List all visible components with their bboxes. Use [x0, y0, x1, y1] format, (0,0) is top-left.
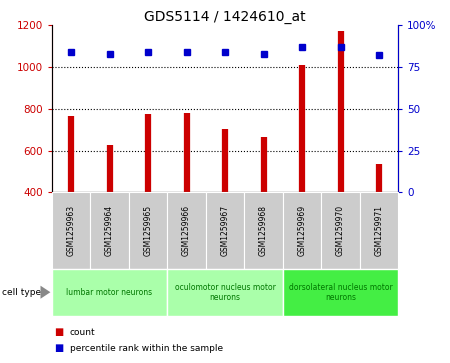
Text: lumbar motor neurons: lumbar motor neurons: [67, 288, 153, 297]
Text: ■: ■: [54, 343, 63, 354]
Text: dorsolateral nucleus motor
neurons: dorsolateral nucleus motor neurons: [288, 282, 392, 302]
Text: percentile rank within the sample: percentile rank within the sample: [70, 344, 223, 353]
Text: GSM1259963: GSM1259963: [67, 205, 76, 256]
Text: count: count: [70, 328, 95, 337]
Text: GSM1259968: GSM1259968: [259, 205, 268, 256]
Text: GSM1259965: GSM1259965: [144, 205, 153, 256]
Text: GSM1259969: GSM1259969: [297, 205, 306, 256]
Title: GDS5114 / 1424610_at: GDS5114 / 1424610_at: [144, 11, 306, 24]
Text: GSM1259971: GSM1259971: [374, 205, 383, 256]
Text: cell type: cell type: [2, 288, 41, 297]
Text: GSM1259964: GSM1259964: [105, 205, 114, 256]
Text: GSM1259967: GSM1259967: [220, 205, 230, 256]
Text: ■: ■: [54, 327, 63, 337]
Text: GSM1259966: GSM1259966: [182, 205, 191, 256]
Text: GSM1259970: GSM1259970: [336, 205, 345, 256]
Text: oculomotor nucleus motor
neurons: oculomotor nucleus motor neurons: [175, 282, 275, 302]
